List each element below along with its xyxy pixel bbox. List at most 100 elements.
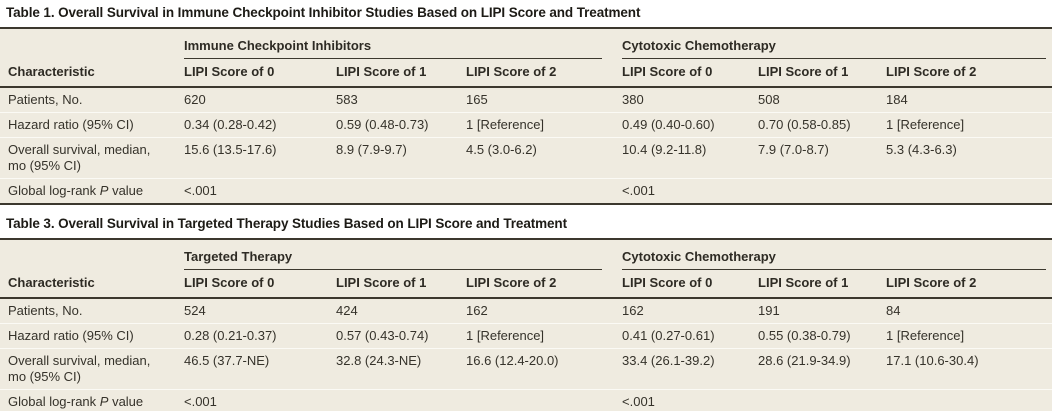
data-cell: 84	[886, 303, 901, 318]
column-header-targeted-lipi-2: LIPI Score of 2	[458, 270, 615, 299]
data-cell: 1 [Reference]	[458, 112, 615, 138]
group-header-cytotoxic-chemotherapy: Cytotoxic Chemotherapy	[614, 240, 1052, 270]
data-cell	[750, 389, 879, 411]
data-cell	[458, 389, 615, 411]
column-header-chemo-lipi-1: LIPI Score of 1	[750, 59, 879, 88]
data-cell: 15.6 (13.5-17.6)	[176, 137, 328, 179]
data-cell	[750, 178, 879, 204]
row-label-text: value	[108, 394, 144, 409]
data-cell: 380	[622, 92, 644, 107]
data-cell: 8.9 (7.9-9.7)	[328, 137, 458, 179]
data-cell: 10.4 (9.2-11.8)	[614, 137, 751, 179]
data-cell: 0.55 (0.38-0.79)	[750, 323, 879, 349]
column-header-ici-lipi-2: LIPI Score of 2	[458, 59, 615, 88]
data-cell: 162	[622, 303, 644, 318]
data-cell	[878, 178, 1052, 204]
table3-group-header-row: Targeted Therapy Cytotoxic Chemotherapy	[0, 240, 1052, 270]
table-row-hazard-ratio: Hazard ratio (95% CI) 0.28 (0.21-0.37) 0…	[0, 323, 1052, 349]
data-cell: 4.5 (3.0-6.2)	[458, 137, 615, 179]
row-label: Global log-rank P value	[0, 389, 176, 411]
table1-title: Table 1. Overall Survival in Immune Chec…	[0, 0, 1052, 27]
data-cell: 0.57 (0.43-0.74)	[328, 323, 458, 349]
data-cell: 17.1 (10.6-30.4)	[878, 348, 1052, 390]
data-cell: 0.28 (0.21-0.37)	[176, 323, 328, 349]
data-cell: 7.9 (7.0-8.7)	[750, 137, 879, 179]
table-row-overall-survival: Overall survival, median, mo (95% CI) 46…	[0, 348, 1052, 390]
column-header-chemo-lipi-2: LIPI Score of 2	[878, 270, 1052, 299]
table3-title-rule	[0, 238, 1052, 240]
data-cell: 424	[336, 303, 358, 318]
row-label: Global log-rank P value	[0, 178, 176, 204]
data-cell: 28.6 (21.9-34.9)	[750, 348, 879, 390]
table1-group-header-row: Immune Checkpoint Inhibitors Cytotoxic C…	[0, 29, 1052, 59]
table1-title-rule	[0, 27, 1052, 29]
row-label: Patients, No.	[8, 303, 83, 318]
row-label-italic-p: P	[99, 183, 109, 198]
column-header-chemo-lipi-0: LIPI Score of 0	[614, 270, 751, 299]
data-cell: 1 [Reference]	[458, 323, 615, 349]
data-cell: 0.41 (0.27-0.61)	[614, 323, 751, 349]
group-header-label: Targeted Therapy	[184, 249, 603, 270]
data-cell: 5.3 (4.3-6.3)	[878, 137, 1052, 179]
row-label-text: value	[108, 183, 144, 198]
column-header-targeted-lipi-1: LIPI Score of 1	[328, 270, 458, 299]
column-header-chemo-lipi-1: LIPI Score of 1	[750, 270, 879, 299]
data-cell: 184	[886, 92, 908, 107]
data-cell: 620	[184, 92, 206, 107]
table3-section: Table 3. Overall Survival in Targeted Th…	[0, 211, 1052, 411]
data-cell: 191	[758, 303, 780, 318]
data-cell: 165	[466, 92, 488, 107]
table-row-overall-survival: Overall survival, median, mo (95% CI) 15…	[0, 137, 1052, 179]
data-cell: <.001	[176, 178, 328, 204]
row-label: Overall survival, median, mo (95% CI)	[0, 137, 176, 179]
group-header-cytotoxic-chemotherapy: Cytotoxic Chemotherapy	[614, 29, 1052, 59]
table-row-global-log-rank: Global log-rank P value <.001 <.001	[0, 178, 1052, 204]
row-label: Overall survival, median, mo (95% CI)	[0, 348, 176, 390]
column-header-chemo-lipi-0: LIPI Score of 0	[614, 59, 751, 88]
table3-title: Table 3. Overall Survival in Targeted Th…	[0, 211, 1052, 238]
data-cell: 33.4 (26.1-39.2)	[614, 348, 751, 390]
data-cell	[328, 178, 458, 204]
group-header-label: Immune Checkpoint Inhibitors	[184, 38, 603, 59]
group-header-label: Cytotoxic Chemotherapy	[622, 38, 1046, 59]
data-cell: 0.49 (0.40-0.60)	[614, 112, 751, 138]
data-cell	[328, 389, 458, 411]
data-cell: 46.5 (37.7-NE)	[176, 348, 328, 390]
data-cell: 32.8 (24.3-NE)	[328, 348, 458, 390]
table3: Targeted Therapy Cytotoxic Chemotherapy …	[0, 240, 1052, 411]
group-header-spacer	[0, 29, 176, 59]
column-header-characteristic: Characteristic	[0, 59, 176, 88]
table-row-patients: Patients, No. 524 424 162 162 191 84	[0, 298, 1052, 324]
data-cell: 0.70 (0.58-0.85)	[750, 112, 879, 138]
row-label: Hazard ratio (95% CI)	[0, 323, 176, 349]
column-header-characteristic: Characteristic	[0, 270, 176, 299]
data-cell: 1 [Reference]	[878, 112, 1052, 138]
data-cell	[878, 389, 1052, 411]
data-cell: <.001	[614, 178, 751, 204]
table1: Immune Checkpoint Inhibitors Cytotoxic C…	[0, 29, 1052, 205]
group-header-immune-checkpoint-inhibitors: Immune Checkpoint Inhibitors	[176, 29, 614, 59]
table3-column-header-row: Characteristic LIPI Score of 0 LIPI Scor…	[0, 270, 1052, 299]
row-label-text: Global log-rank	[8, 394, 100, 409]
column-header-ici-lipi-1: LIPI Score of 1	[328, 59, 458, 88]
data-cell: 524	[184, 303, 206, 318]
table1-column-header-row: Characteristic LIPI Score of 0 LIPI Scor…	[0, 59, 1052, 88]
column-header-chemo-lipi-2: LIPI Score of 2	[878, 59, 1052, 88]
data-cell: <.001	[176, 389, 328, 411]
data-cell: 508	[758, 92, 780, 107]
row-label: Hazard ratio (95% CI)	[0, 112, 176, 138]
row-label-text: Global log-rank	[8, 183, 100, 198]
table-row-global-log-rank: Global log-rank P value <.001 <.001	[0, 389, 1052, 411]
data-cell: 162	[466, 303, 488, 318]
data-cell: 1 [Reference]	[878, 323, 1052, 349]
data-cell: 0.34 (0.28-0.42)	[176, 112, 328, 138]
row-label-italic-p: P	[99, 394, 109, 409]
group-header-targeted-therapy: Targeted Therapy	[176, 240, 614, 270]
group-header-label: Cytotoxic Chemotherapy	[622, 249, 1046, 270]
column-header-ici-lipi-0: LIPI Score of 0	[176, 59, 328, 88]
row-label: Patients, No.	[8, 92, 83, 107]
data-cell: <.001	[614, 389, 751, 411]
table1-section: Table 1. Overall Survival in Immune Chec…	[0, 0, 1052, 205]
data-cell: 583	[336, 92, 358, 107]
